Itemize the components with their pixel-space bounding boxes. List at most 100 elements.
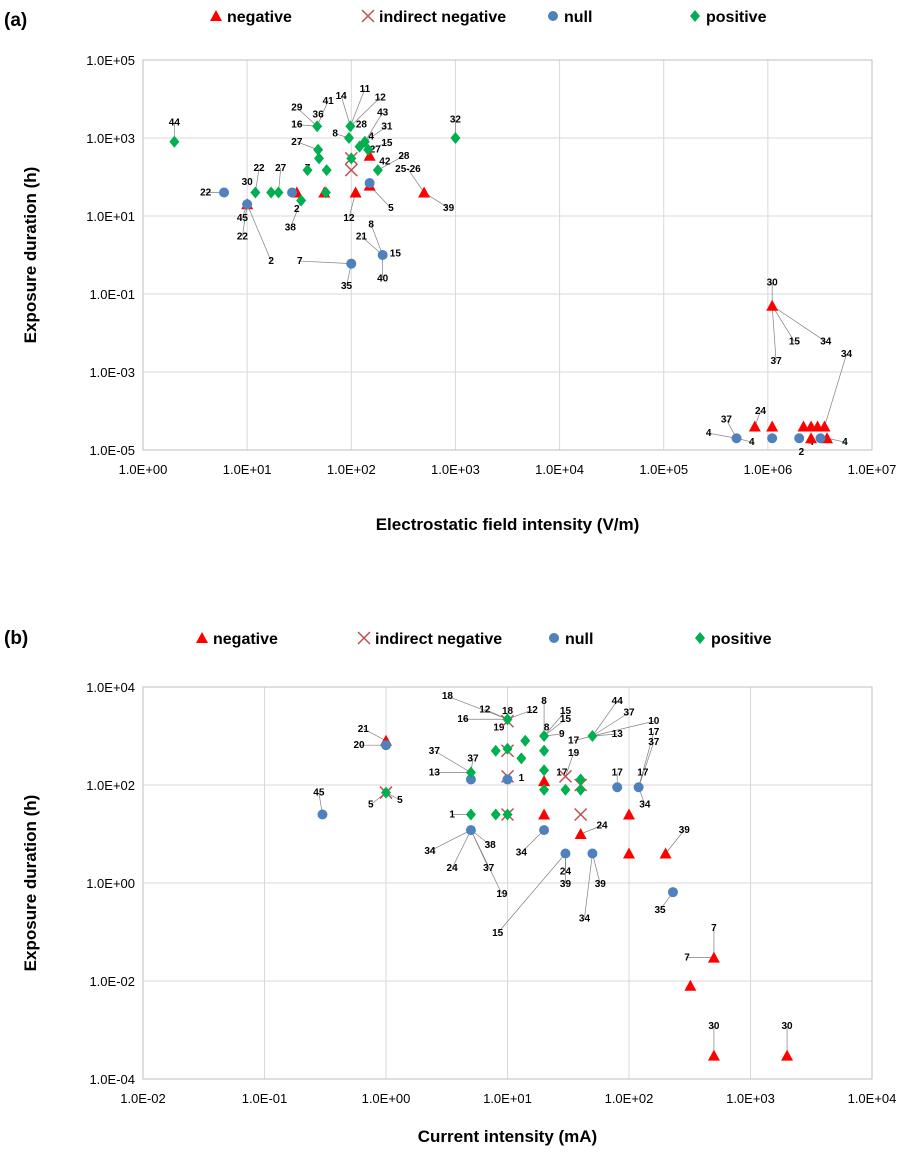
point-label: 21	[356, 231, 368, 242]
negative-point	[623, 808, 635, 820]
x-tick-label: 1.0E+06	[743, 462, 792, 477]
point-label: 15	[560, 706, 572, 717]
null-point	[364, 178, 375, 189]
point-label: 17	[568, 736, 580, 747]
point-label: 19	[496, 889, 508, 900]
positive-point	[320, 186, 331, 199]
label-leader-line	[592, 700, 618, 737]
point-label: 12	[527, 705, 539, 716]
series-negative	[380, 734, 794, 1061]
positive-point	[465, 766, 476, 779]
positive-point	[575, 783, 586, 796]
point-label: 37	[771, 356, 783, 367]
label-leader-line	[299, 260, 352, 265]
x-tick-label: 1.0E+03	[431, 462, 480, 477]
label-leader-line	[316, 100, 329, 127]
positive-point	[575, 773, 586, 786]
legend-label: indirect negative	[379, 9, 506, 26]
point-label: 10	[648, 716, 660, 727]
data-points	[169, 120, 834, 444]
point-label: 22	[200, 188, 212, 199]
point-label: 13	[612, 729, 624, 740]
negative-point	[574, 828, 587, 839]
null-point	[381, 740, 391, 751]
point-label: 37	[483, 863, 495, 874]
point-label: 27	[370, 145, 382, 156]
point-label: 30	[782, 1021, 794, 1032]
legend-label: positive	[711, 631, 772, 648]
point-label: 37	[429, 746, 441, 757]
point-label: 12	[375, 92, 387, 103]
point-label: 17	[648, 727, 660, 738]
y-tick-label: 1.0E+04	[86, 680, 135, 695]
point-label: 34	[516, 847, 528, 858]
negative-point	[766, 420, 779, 432]
point-label: 8	[541, 696, 547, 707]
point-label: 27	[291, 137, 303, 148]
point-label: 24	[560, 867, 572, 878]
indirect-negative-point	[558, 769, 573, 783]
point-label: 8	[368, 220, 374, 231]
label-leader-line	[543, 711, 566, 737]
legend-item-null: null	[548, 9, 592, 26]
positive-point	[539, 764, 550, 777]
positive-point	[450, 132, 461, 144]
x-tick-label: 1.0E+07	[848, 462, 897, 477]
negative-point	[349, 186, 362, 198]
label-leader-line	[565, 752, 574, 777]
point-label: 32	[450, 114, 462, 125]
point-label: 19	[568, 748, 580, 759]
point-label: 39	[679, 825, 691, 836]
negative-point	[707, 1049, 720, 1061]
negative-point	[363, 149, 376, 161]
y-tick-label: 1.0E+05	[86, 53, 135, 68]
series-positive	[381, 713, 598, 821]
point-label: 17	[612, 767, 624, 778]
label-leader-line	[370, 224, 383, 256]
point-label: 7	[711, 923, 717, 934]
positive-point	[314, 152, 325, 165]
null-point	[731, 433, 742, 444]
point-label: 36	[313, 110, 325, 121]
y-tick-label: 1.0E-01	[89, 287, 135, 302]
legend-label: indirect negative	[375, 631, 502, 648]
label-leader-line	[340, 95, 351, 127]
point-label: 30	[767, 277, 779, 288]
point-label: 28	[356, 120, 368, 131]
legend-label: null	[565, 631, 593, 648]
point-label: 27	[275, 163, 287, 174]
point-label: 8	[332, 129, 338, 140]
label-leader-line	[296, 107, 318, 127]
null-point	[219, 187, 230, 198]
null-point	[242, 199, 253, 210]
point-label: 31	[381, 121, 393, 132]
point-label: 39	[443, 203, 455, 214]
point-label: 37	[648, 737, 660, 748]
legend-item-indirect-negative: indirect negative	[361, 9, 506, 26]
point-label: 30	[708, 1021, 720, 1032]
point-label: 34	[820, 337, 832, 348]
point-label: 19	[493, 722, 505, 733]
null-point	[794, 433, 805, 444]
positive-point	[587, 730, 598, 742]
null-point	[612, 782, 623, 793]
label-leader-line	[447, 695, 508, 720]
negative-point	[797, 420, 810, 432]
point-label: 15	[789, 337, 801, 348]
label-leader-line	[246, 204, 272, 262]
y-tick-label: 1.0E+02	[86, 778, 135, 793]
positive-point	[372, 164, 383, 177]
legend-label: positive	[706, 9, 767, 26]
label-leader-line	[592, 712, 630, 737]
positive-point	[313, 143, 324, 156]
x-tick-label: 1.0E+01	[483, 1091, 532, 1106]
legend-marker-circle	[548, 11, 558, 21]
positive-point	[502, 808, 513, 821]
positive-point	[312, 120, 323, 133]
point-label: 34	[424, 846, 436, 857]
label-leader-line	[824, 353, 847, 427]
point-label: 12	[479, 704, 491, 715]
point-label: 2	[294, 204, 300, 215]
point-label: 9	[559, 729, 565, 740]
